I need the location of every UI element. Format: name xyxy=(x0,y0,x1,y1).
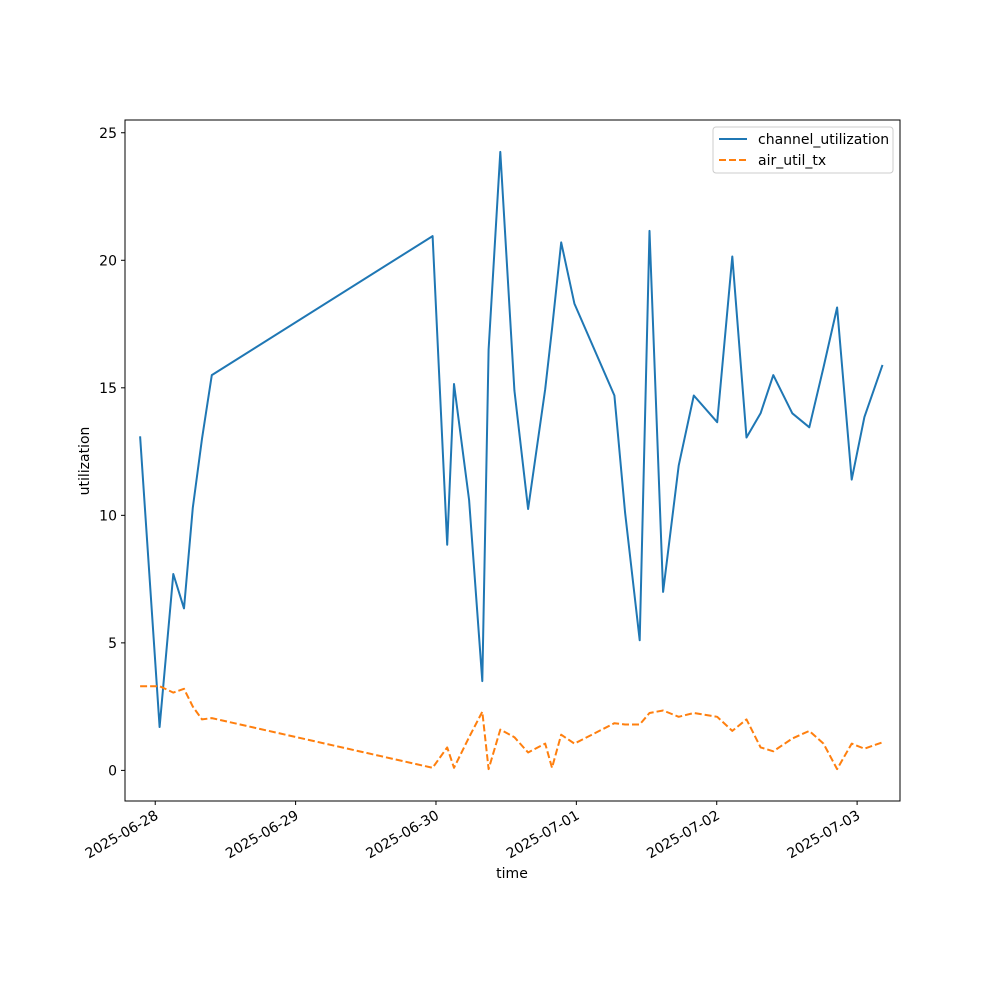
y-axis-label: utilization xyxy=(77,427,93,496)
legend-label-air-util-tx: air_util_tx xyxy=(758,153,826,169)
legend-label-channel-utilization: channel_utilization xyxy=(758,132,889,148)
y-tick-label: 10 xyxy=(99,508,117,524)
y-tick-label: 15 xyxy=(99,381,117,397)
legend: channel_utilization air_util_tx xyxy=(712,126,894,174)
y-tick-label: 0 xyxy=(108,763,117,779)
x-axis-label: time xyxy=(496,866,528,882)
series-line-air-util-tx xyxy=(140,685,883,771)
series-line-channel-utilization xyxy=(139,150,884,728)
legend-box xyxy=(712,126,894,174)
plot-area xyxy=(139,150,884,771)
y-tick-label: 25 xyxy=(99,126,117,142)
y-tick-label: 5 xyxy=(108,636,117,652)
y-tick-label: 20 xyxy=(99,253,117,269)
axes-frame xyxy=(124,119,901,802)
